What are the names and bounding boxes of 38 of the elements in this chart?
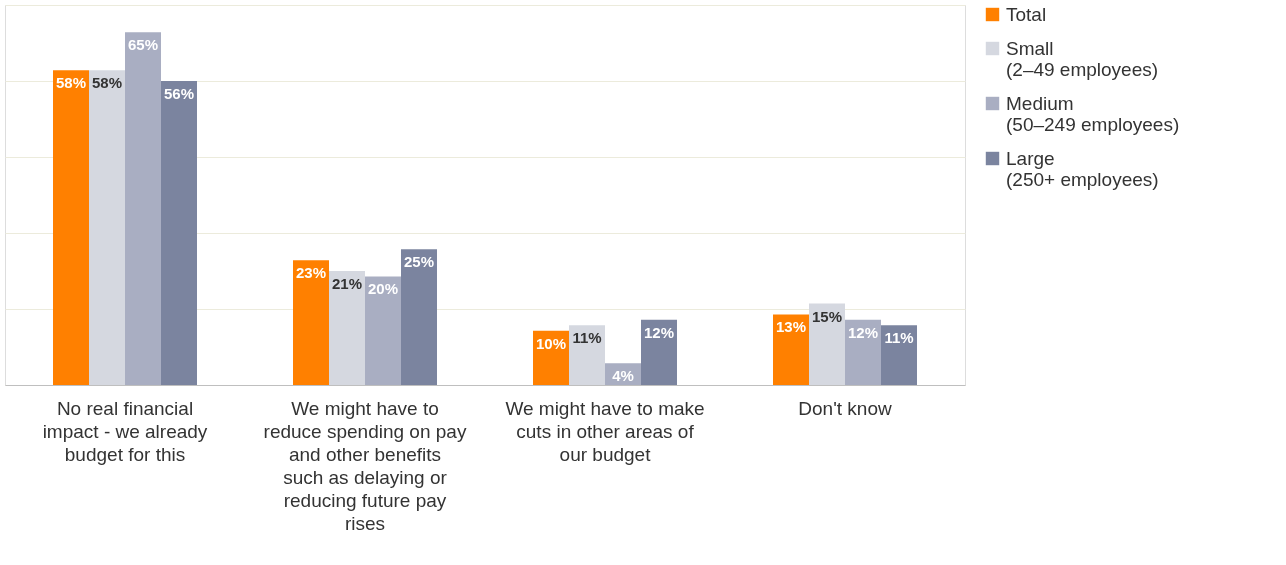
legend-label: Total [1006,3,1047,25]
x-tick-label: Don't know [798,397,892,419]
x-tick-label: We might have to make cuts in other areas of our budget [505,397,705,465]
bar [53,70,89,385]
data-label: 65% [127,36,159,54]
x-tick-label: We might have to reduce spending on pay and other benefits such as delaying or reducing future pay rises [263,397,467,534]
data-label: 56% [163,85,195,102]
bar [365,276,401,385]
bar [161,81,197,385]
bar [89,70,125,385]
bar [293,260,329,385]
bar [569,325,605,385]
data-label: 21% [331,275,363,292]
bar [401,249,437,385]
data-label: 4% [612,367,634,385]
legend-label: Small (2–49 employees) [1006,37,1159,80]
data-label: 11% [884,329,914,347]
data-label: 58% [55,74,87,92]
data-label: 12% [643,323,675,341]
bar [881,325,917,385]
data-label: 58% [91,74,123,92]
data-label: 13% [775,318,807,336]
legend-label: Large (250+ employees) [1006,147,1159,190]
data-label: 12% [847,323,879,341]
data-label: 11% [572,329,602,347]
bar [641,319,677,385]
data-label: 25% [403,253,435,271]
bar [773,314,809,385]
bar [845,319,881,385]
data-label: 15% [811,307,843,325]
legend-label: Medium (50–249 employees) [1006,92,1180,135]
data-label: 20% [367,280,399,298]
bar [125,32,161,385]
bar [809,303,845,385]
data-label: 10% [535,334,567,352]
bar [329,271,365,385]
data-label: 23% [295,264,327,282]
x-tick-label: No real financial impact - we already budget for this [42,397,208,465]
